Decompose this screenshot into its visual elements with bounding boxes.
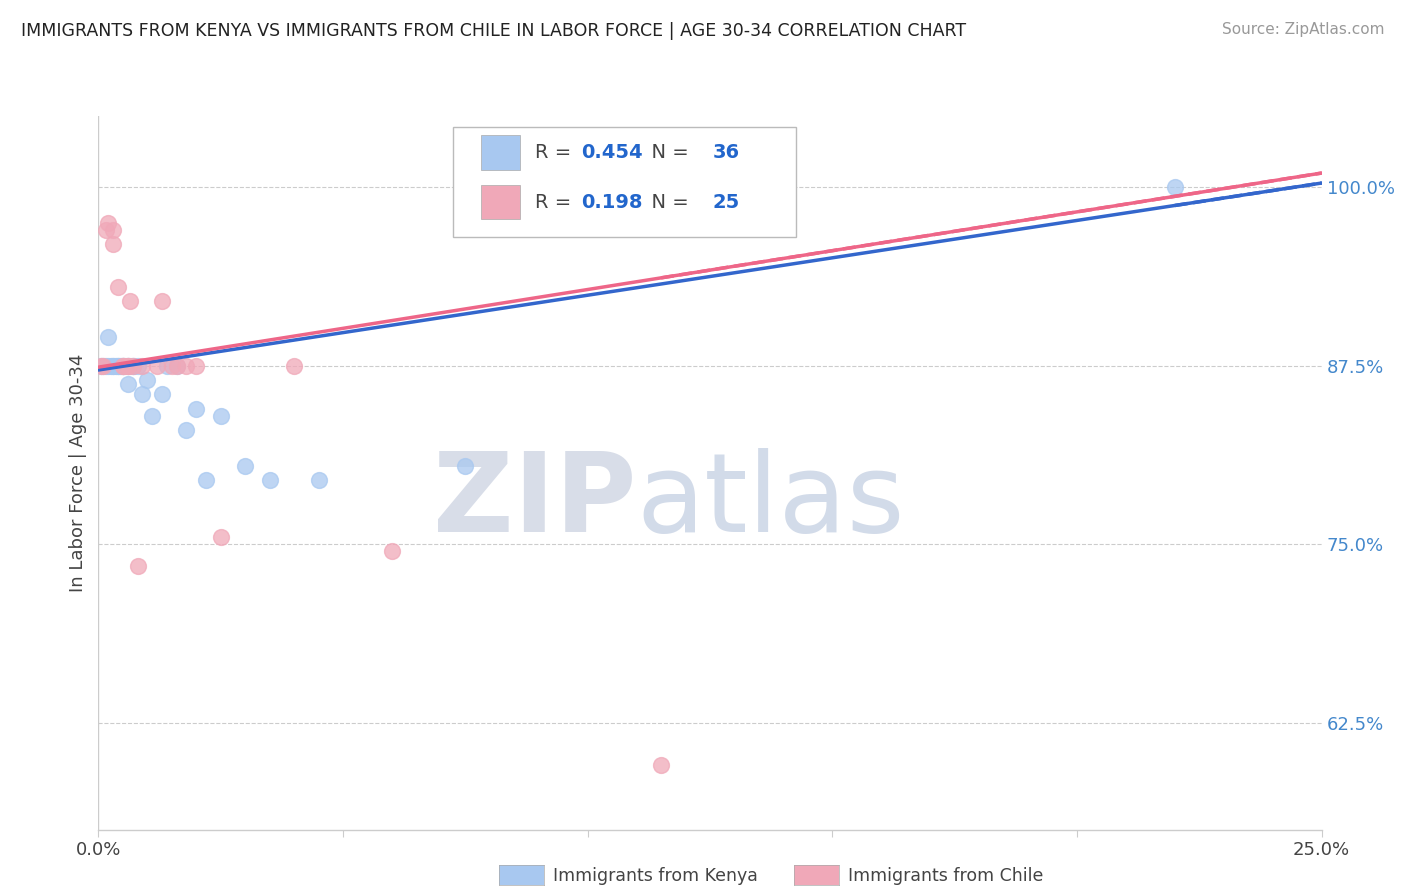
Point [117,359,139,373]
Point [233,458,256,473]
Text: Immigrants from Kenya: Immigrants from Kenya [553,867,758,885]
Point [176,359,198,373]
Text: Source: ZipAtlas.com: Source: ZipAtlas.com [1222,22,1385,37]
Point [120,294,142,309]
Point [131,387,153,401]
Point [107,359,129,373]
Point [97,359,120,373]
Point [91,359,114,373]
Point [121,359,143,373]
Point [111,359,134,373]
Point [90,359,112,373]
Point [101,223,124,237]
Point [121,359,143,373]
Point [111,359,134,373]
Point [110,359,132,373]
Text: 36: 36 [713,143,740,162]
Text: R =: R = [536,193,578,211]
Point [141,409,163,423]
FancyBboxPatch shape [481,136,520,169]
FancyBboxPatch shape [481,185,520,219]
Point [186,359,208,373]
Point [101,237,124,252]
Point [100,359,122,373]
Point [117,359,139,373]
Point [1164,180,1187,194]
Text: N =: N = [640,143,695,162]
Point [209,530,232,544]
Text: 0.198: 0.198 [582,193,643,211]
Point [195,473,218,487]
Point [117,359,139,373]
Text: R =: R = [536,143,578,162]
Point [104,359,127,373]
Point [131,359,153,373]
Point [121,359,143,373]
Point [127,558,149,573]
Point [650,758,672,772]
Point [381,544,404,558]
Point [117,359,139,373]
Point [107,359,129,373]
Text: ZIP: ZIP [433,448,637,555]
Point [259,473,281,487]
Point [186,401,208,416]
Point [308,473,330,487]
Point [111,359,134,373]
Point [107,280,129,294]
Point [150,294,173,309]
Point [150,387,173,401]
Point [94,359,117,373]
Point [91,359,114,373]
FancyBboxPatch shape [453,127,796,237]
Text: Immigrants from Chile: Immigrants from Chile [848,867,1043,885]
Y-axis label: In Labor Force | Age 30-34: In Labor Force | Age 30-34 [69,353,87,592]
Text: IMMIGRANTS FROM KENYA VS IMMIGRANTS FROM CHILE IN LABOR FORCE | AGE 30-34 CORREL: IMMIGRANTS FROM KENYA VS IMMIGRANTS FROM… [21,22,966,40]
Point [101,359,124,373]
Point [166,359,188,373]
Point [111,359,134,373]
Point [136,373,159,387]
Point [97,330,120,344]
Point [97,216,120,230]
Point [166,359,188,373]
Point [111,359,134,373]
Text: 25: 25 [713,193,740,211]
Point [117,377,139,392]
Point [160,359,183,373]
Point [90,359,112,373]
Text: atlas: atlas [637,448,905,555]
Text: 0.454: 0.454 [582,143,643,162]
Point [454,458,477,473]
Text: N =: N = [640,193,695,211]
Point [127,359,149,373]
Point [209,409,232,423]
Point [101,359,124,373]
Point [146,359,169,373]
Point [176,423,198,437]
Point [94,223,117,237]
Point [283,359,305,373]
Point [156,359,179,373]
